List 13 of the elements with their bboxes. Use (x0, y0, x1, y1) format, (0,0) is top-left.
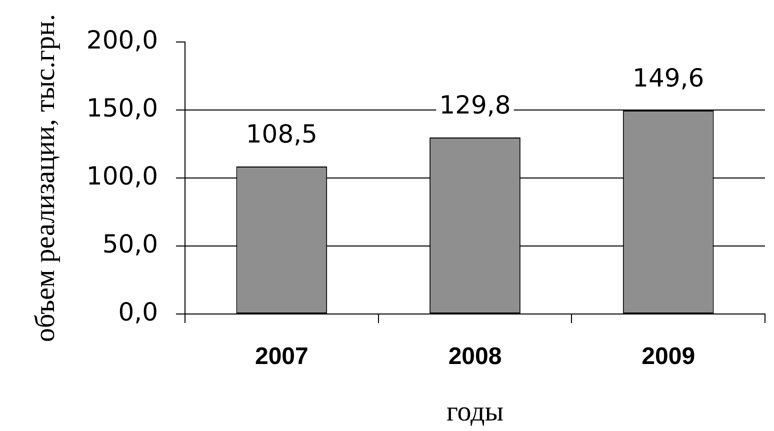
x-tick-label: 2008 (448, 343, 502, 370)
x-tick-label: 2007 (254, 343, 308, 370)
y-tick-label: 100,0 (86, 162, 158, 190)
y-tick-label: 50,0 (102, 230, 158, 258)
x-tick-label: 2009 (642, 343, 696, 370)
data-label: 108,5 (246, 119, 318, 148)
data-label: 149,6 (632, 64, 704, 93)
data-label: 129,8 (439, 90, 511, 120)
y-axis-title: объем реализации, тыс.грн. (30, 14, 62, 342)
y-tick-label: 0,0 (118, 298, 158, 326)
y-tick-label: 150,0 (86, 94, 158, 122)
y-tick-label: 200,0 (86, 26, 158, 54)
x-axis-title: годы (446, 396, 504, 428)
